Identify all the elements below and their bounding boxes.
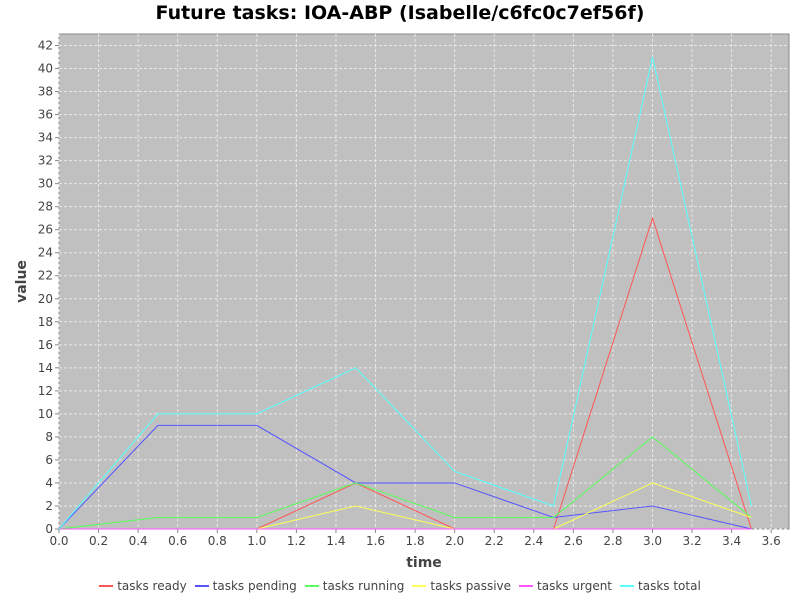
series-line-tasks-running — [58, 436, 752, 530]
x-tick-label: 1.6 — [366, 534, 385, 548]
y-tick-label: 42 — [38, 39, 53, 53]
y-tick-label: 32 — [38, 154, 53, 168]
y-tick-label: 24 — [38, 246, 53, 260]
y-tick-label: 20 — [38, 292, 53, 306]
y-axis-label: value — [14, 260, 30, 303]
x-axis-label: time — [406, 555, 442, 571]
x-tick-label: 2.6 — [564, 534, 583, 548]
plot-area — [58, 33, 790, 530]
legend-item: tasks running — [304, 579, 405, 593]
y-tick-label: 12 — [38, 384, 53, 398]
legend-swatch — [519, 585, 534, 587]
y-tick-label: 26 — [38, 223, 53, 237]
x-tick-label: 3.4 — [722, 534, 741, 548]
x-tick-label: 0.2 — [89, 534, 108, 548]
y-tick-label: 0 — [45, 522, 53, 536]
y-tick-label: 2 — [45, 499, 53, 513]
legend-label: tasks ready — [117, 579, 187, 593]
legend-item: tasks pending — [194, 579, 297, 593]
y-tick-label: 18 — [38, 315, 53, 329]
x-tick-label: 3.0 — [643, 534, 662, 548]
legend: tasks ready tasks pending tasks running tas… — [0, 579, 800, 593]
legend-label: tasks urgent — [537, 579, 613, 593]
x-tick-label: 3.6 — [762, 534, 781, 548]
legend-swatch — [620, 585, 635, 587]
x-tick-label: 1.4 — [326, 534, 345, 548]
legend-swatch — [194, 585, 209, 587]
legend-swatch — [99, 585, 114, 587]
legend-label: tasks passive — [430, 579, 512, 593]
y-tick-label: 8 — [45, 430, 53, 444]
legend-label: tasks pending — [212, 579, 297, 593]
x-tick-label: 0.6 — [168, 534, 187, 548]
x-tick-label: 2.8 — [603, 534, 622, 548]
legend-item: tasks ready — [99, 579, 187, 593]
x-tick-label: 1.0 — [247, 534, 266, 548]
chart-title: Future tasks: IOA-ABP (Isabelle/c6fc0c7e… — [155, 2, 645, 24]
y-tick-label: 38 — [38, 85, 53, 99]
y-tick-label: 36 — [38, 108, 53, 122]
legend-swatch — [412, 585, 427, 587]
y-tick-label: 14 — [38, 361, 53, 375]
y-tick-label: 6 — [45, 453, 53, 467]
x-tick-label: 0.4 — [129, 534, 148, 548]
x-tick-label: 0.0 — [49, 534, 68, 548]
series-line-tasks-pending — [58, 424, 752, 530]
y-tick-label: 22 — [38, 269, 53, 283]
x-tick-label: 0.8 — [208, 534, 227, 548]
y-tick-label: 28 — [38, 200, 53, 214]
legend-label: tasks total — [638, 579, 701, 593]
x-tick-label: 1.2 — [287, 534, 306, 548]
y-tick-label: 10 — [38, 407, 53, 421]
x-tick-label: 2.2 — [485, 534, 504, 548]
y-tick-label: 34 — [38, 131, 53, 145]
legend-item: tasks total — [620, 579, 701, 593]
x-tick-label: 2.0 — [445, 534, 464, 548]
legend-item: tasks passive — [412, 579, 511, 593]
y-tick-label: 4 — [45, 476, 53, 490]
x-tick-label: 2.4 — [524, 534, 543, 548]
x-tick-label: 3.2 — [683, 534, 702, 548]
y-tick-label: 16 — [38, 338, 53, 352]
series-line-tasks-total — [58, 56, 752, 530]
x-tick-label: 1.8 — [406, 534, 425, 548]
y-tick-label: 30 — [38, 177, 53, 191]
legend-label: tasks running — [322, 579, 405, 593]
legend-swatch — [304, 585, 319, 587]
legend-item: tasks urgent — [519, 579, 612, 593]
y-tick-label: 40 — [38, 62, 53, 76]
